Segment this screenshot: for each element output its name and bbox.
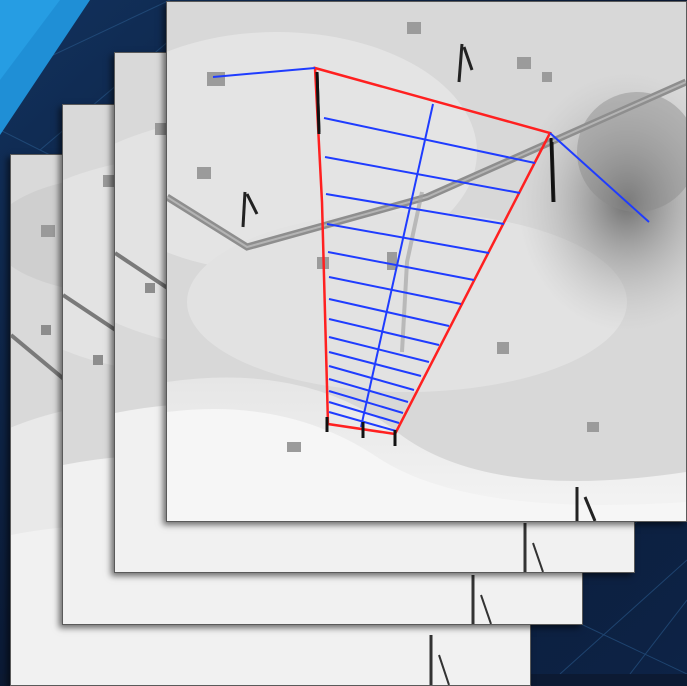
- ground-structures: [197, 22, 599, 452]
- boundary-markers: [315, 71, 555, 446]
- measure-lines: [212, 67, 650, 432]
- aerial-photo-frame-front: [166, 1, 687, 522]
- aerial-photo-front: [167, 2, 686, 521]
- corner-accent: [0, 0, 90, 135]
